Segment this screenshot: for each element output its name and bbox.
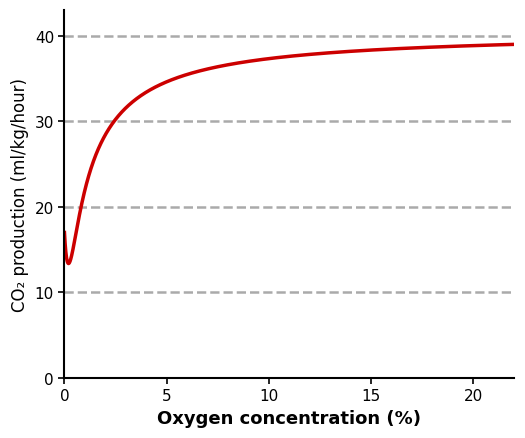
X-axis label: Oxygen concentration (%): Oxygen concentration (%) <box>157 409 421 427</box>
Y-axis label: CO₂ production (ml/kg/hour): CO₂ production (ml/kg/hour) <box>11 78 29 311</box>
